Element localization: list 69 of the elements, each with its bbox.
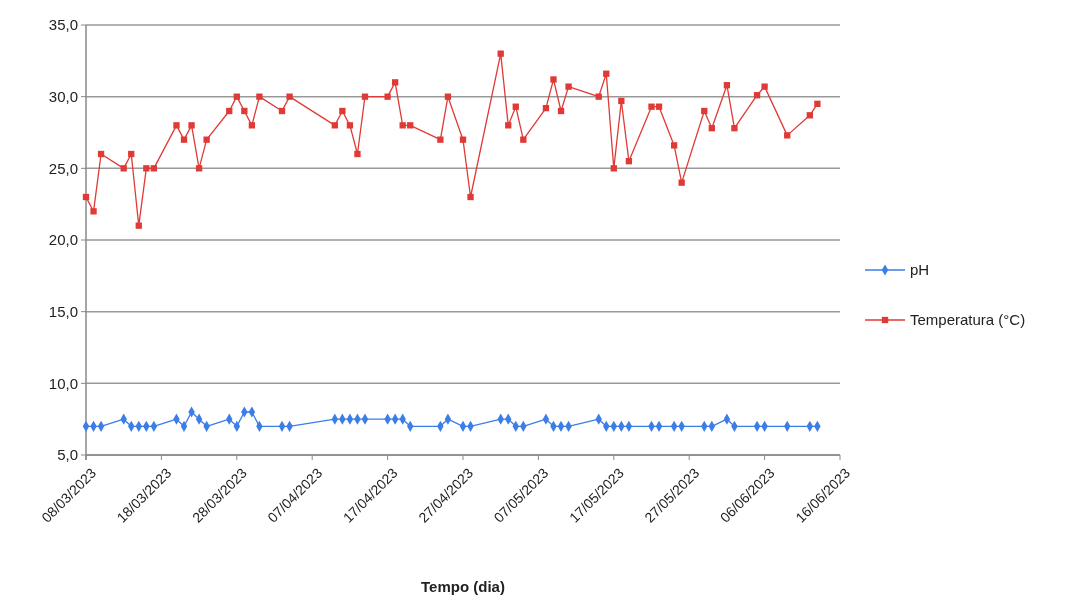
point [557,107,565,115]
point [97,150,105,158]
point [784,132,791,139]
point [708,125,715,132]
point [188,122,195,129]
y-tick-label: 30,0 [48,87,78,105]
point [407,122,414,129]
point [806,112,813,119]
y-tick-label: 10,0 [48,374,78,392]
y-tick-label: 35,0 [48,16,78,34]
point [346,122,354,129]
point [120,165,127,172]
point [90,208,97,215]
y-tick-label: 15,0 [48,302,78,320]
point [361,93,369,100]
point [241,107,248,115]
point [603,70,610,77]
y-tick-label: 5,0 [57,446,78,464]
point [150,165,158,172]
point [512,103,519,110]
point [256,93,263,100]
point [625,158,633,165]
point [339,107,346,115]
point [761,83,768,90]
point [655,103,663,110]
point [180,136,188,143]
legend-label: pH [910,261,930,279]
x-axis-title: Tempo (dia) [421,578,505,595]
point [143,165,150,172]
point [391,79,399,86]
point [195,165,203,172]
point [331,122,338,129]
point [670,142,678,149]
y-tick-label: 20,0 [48,231,78,249]
point [497,50,504,57]
point [723,82,731,89]
point [520,136,527,143]
point [135,222,142,229]
point [565,83,572,90]
point [595,93,602,100]
y-tick-label: 25,0 [48,159,78,177]
point [459,136,467,143]
legend-label: Temperatura (°C) [910,311,1026,329]
point [753,92,761,99]
point [82,193,90,201]
point [648,103,655,110]
point [610,165,617,172]
point [286,93,293,100]
point [248,122,256,129]
point [437,136,444,143]
point [128,150,135,158]
point [550,76,557,83]
point [226,107,233,115]
point [203,136,210,143]
point [505,122,512,129]
point [467,193,474,201]
point [701,107,708,115]
point [384,93,391,100]
point [354,150,361,158]
point [678,179,685,186]
point [233,93,240,100]
point [618,97,625,105]
point [444,93,452,100]
point [173,122,180,129]
point [542,104,550,112]
point [814,100,821,107]
point [731,125,738,132]
point [278,107,286,115]
point [399,122,406,129]
